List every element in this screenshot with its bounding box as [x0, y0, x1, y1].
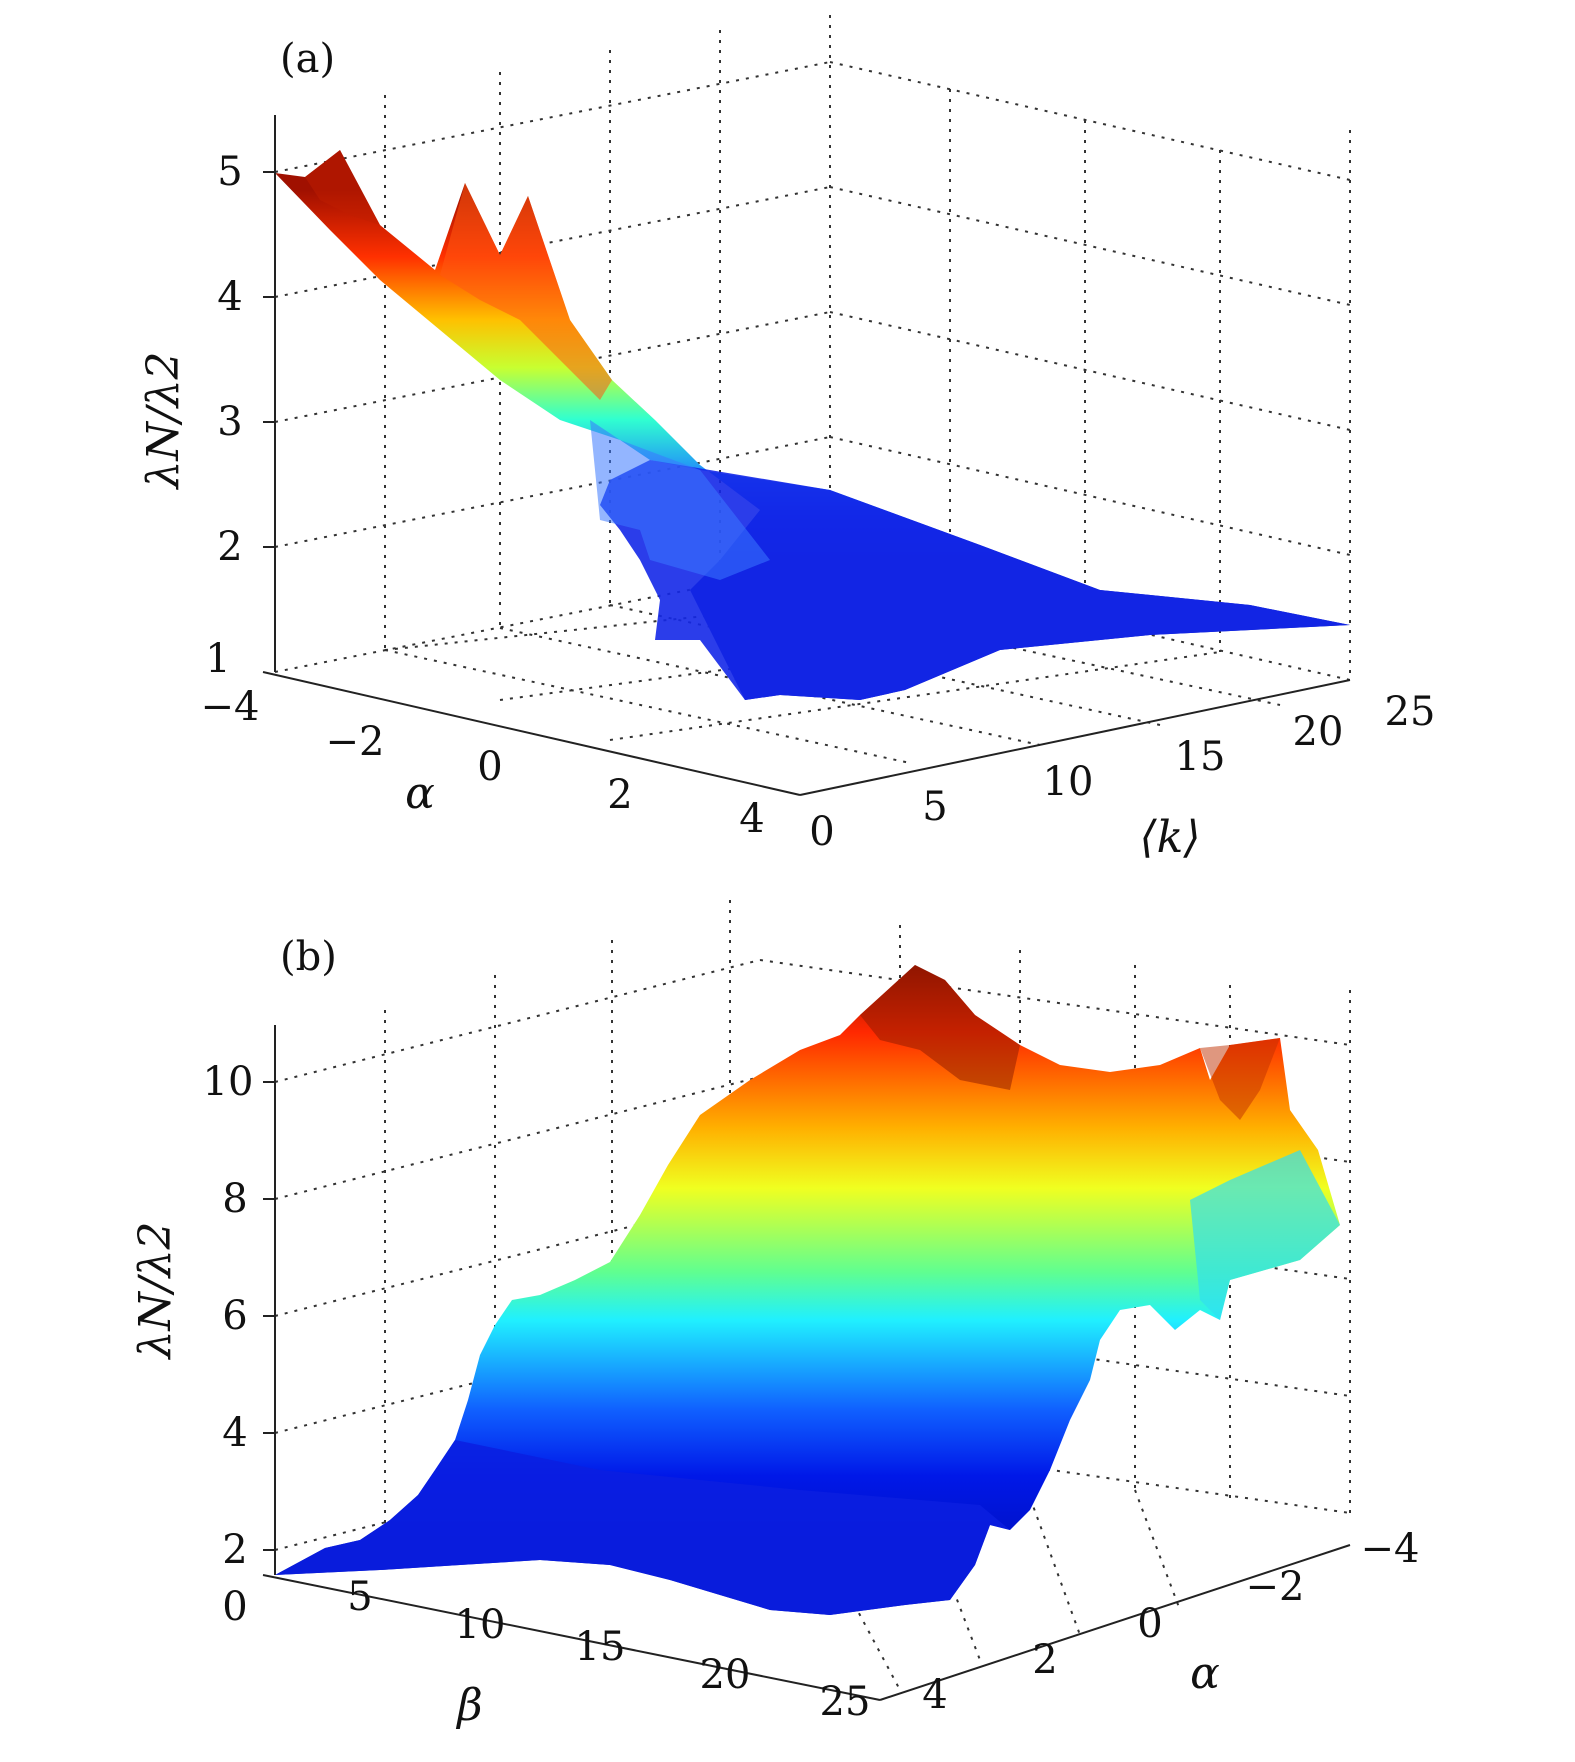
a-ytick: 10 [1043, 759, 1094, 805]
b-ztick: 8 [222, 1176, 247, 1222]
panel-b-surface [275, 965, 1340, 1615]
a-xtick: −2 [326, 719, 385, 765]
b-ytick: −2 [1246, 1564, 1305, 1610]
b-ztick: 10 [203, 1059, 254, 1105]
b-ztick: 4 [222, 1410, 247, 1456]
b-xtick: 10 [455, 1602, 506, 1648]
a-zlabel: λN/λ2 [138, 351, 189, 490]
a-ztick: 3 [217, 399, 242, 445]
a-ytick: 20 [1293, 709, 1344, 755]
b-ytick: 2 [1032, 1637, 1057, 1683]
b-ylabel: α [1190, 1648, 1220, 1699]
b-ytick: −4 [1361, 1526, 1420, 1572]
b-xtick: 5 [347, 1574, 372, 1620]
a-xtick: 0 [477, 744, 502, 790]
a-ytick: 15 [1175, 734, 1226, 780]
panel-b-zticks: 0 2 4 6 8 10 [203, 1059, 254, 1630]
a-xtick: 2 [607, 772, 632, 818]
b-xtick: 20 [700, 1652, 751, 1698]
a-ztick: 1 [205, 636, 230, 682]
a-ytick: 5 [922, 784, 947, 830]
a-xtick: −4 [201, 684, 260, 730]
panel-a-label: (a) [280, 36, 335, 82]
b-ztick: 2 [222, 1527, 247, 1573]
panel-a-zticks: 1 2 3 4 5 [205, 149, 242, 682]
b-ytick: 4 [922, 1672, 947, 1718]
a-ztick: 5 [217, 149, 242, 195]
panel-b: (b) [130, 900, 1419, 1731]
b-xlabel: β [455, 1680, 482, 1731]
b-ztick: 0 [222, 1584, 247, 1630]
a-ztick: 4 [217, 274, 242, 320]
a-ytick: 0 [809, 809, 834, 855]
panel-b-yticks: 4 2 0 −2 −4 [922, 1526, 1419, 1718]
a-xlabel: α [405, 768, 435, 819]
panel-a-surface [275, 150, 1350, 700]
a-ztick: 2 [217, 524, 242, 570]
b-xtick: 15 [575, 1624, 626, 1670]
b-xtick: 25 [820, 1679, 871, 1725]
b-zlabel: λN/λ2 [130, 1221, 181, 1360]
a-ylabel: ⟨k⟩ [1140, 812, 1201, 863]
b-ztick: 6 [222, 1293, 247, 1339]
panel-a-xticks: −4 −2 0 2 4 [201, 684, 765, 842]
panel-a: (a) [138, 15, 1435, 863]
panel-a-yticks: 0 5 10 15 20 25 [809, 689, 1435, 855]
b-ytick: 0 [1137, 1601, 1162, 1647]
a-ytick: 25 [1385, 689, 1436, 735]
panel-b-label: (b) [280, 934, 337, 980]
a-xtick: 4 [739, 796, 764, 842]
